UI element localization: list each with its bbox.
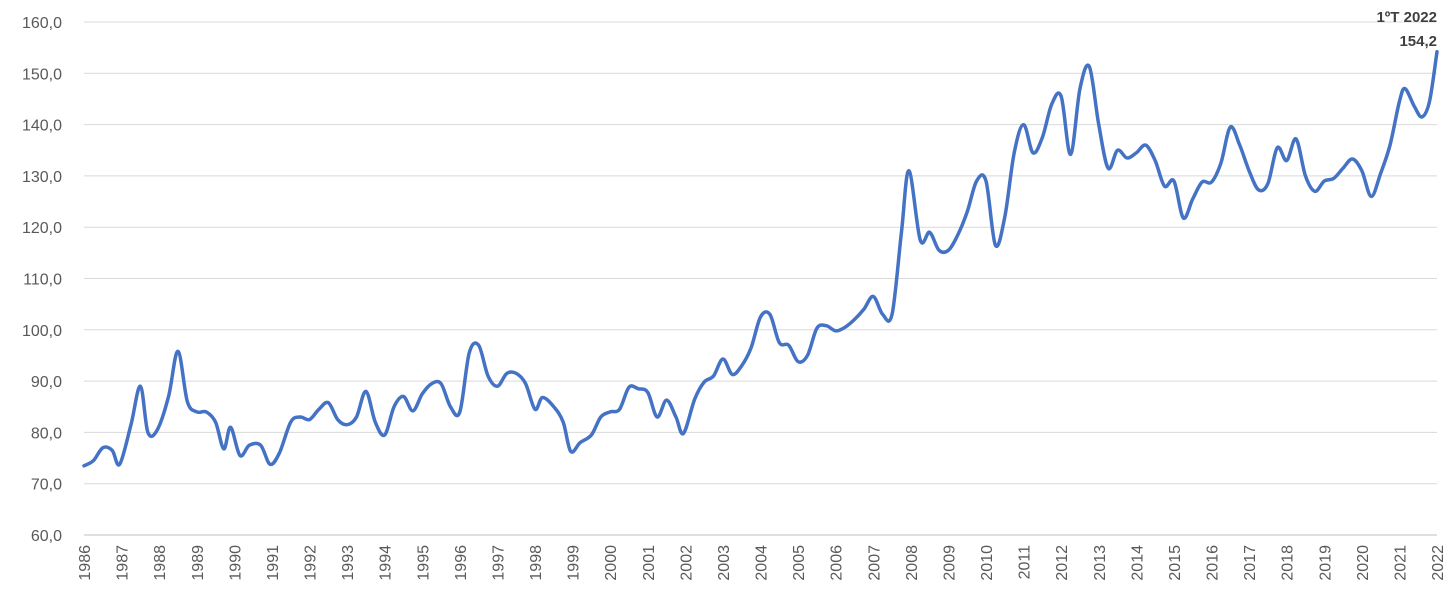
- y-tick-label: 110,0: [23, 272, 62, 289]
- x-tick-label: 2003: [716, 545, 733, 581]
- x-tick-label: 2021: [1392, 545, 1409, 581]
- x-axis-tick-labels: 1986 1987 1988 1989 1990 1991 1992 1993 1994 1995…: [77, 545, 1447, 581]
- x-tick-label: 1995: [415, 545, 432, 581]
- x-tick-label: 2007: [866, 545, 883, 581]
- series-line: [82, 50, 1439, 468]
- x-tick-label: 2000: [603, 545, 620, 581]
- y-tick-label: 60,0: [31, 528, 62, 545]
- series-layer: [82, 50, 1439, 468]
- gridlines: [84, 21, 1437, 536]
- x-tick-label: 1989: [190, 545, 207, 581]
- x-tick-label: 2022: [1430, 545, 1447, 581]
- x-tick-label: 2002: [678, 545, 695, 581]
- x-tick-label: 1996: [453, 545, 470, 581]
- y-tick-label: 130,0: [22, 169, 62, 186]
- y-axis-tick-labels: 60,0 70,0 80,0 90,0 100,0 110,0 120,0 130,0 140,…: [22, 15, 62, 545]
- x-tick-label: 1990: [227, 545, 244, 581]
- y-tick-label: 150,0: [22, 66, 62, 83]
- x-tick-label: 2009: [941, 545, 958, 581]
- x-tick-label: 2010: [979, 545, 996, 581]
- x-tick-label: 1997: [490, 545, 507, 581]
- x-tick-label: 2016: [1205, 545, 1222, 581]
- x-tick-label: 1994: [378, 545, 395, 581]
- annotation-layer: 1ºT 2022 154,2: [1376, 9, 1437, 50]
- x-tick-label: 2018: [1280, 545, 1297, 581]
- y-tick-label: 90,0: [31, 374, 62, 391]
- x-tick-label: 1987: [115, 545, 132, 581]
- y-tick-label: 140,0: [22, 118, 62, 135]
- x-tick-label: 1991: [265, 545, 282, 581]
- x-tick-label: 2004: [754, 545, 771, 581]
- x-tick-label: 2001: [641, 545, 658, 581]
- x-tick-label: 1999: [566, 545, 583, 581]
- x-tick-label: 2005: [791, 545, 808, 581]
- annotation-label-value: 154,2: [1399, 33, 1437, 50]
- x-tick-label: 2011: [1017, 545, 1034, 580]
- x-tick-label: 1986: [77, 545, 94, 581]
- x-tick-label: 1988: [152, 545, 169, 581]
- x-tick-label: 2006: [829, 545, 846, 581]
- x-tick-label: 2020: [1355, 545, 1372, 581]
- x-tick-label: 1992: [303, 545, 320, 581]
- x-tick-label: 2012: [1054, 545, 1071, 581]
- y-tick-label: 70,0: [31, 477, 62, 494]
- x-tick-label: 1993: [340, 545, 357, 581]
- y-tick-label: 80,0: [31, 425, 62, 442]
- x-tick-label: 2013: [1092, 545, 1109, 581]
- y-tick-label: 160,0: [22, 15, 62, 32]
- x-tick-label: 2008: [904, 545, 921, 581]
- x-tick-label: 2014: [1129, 545, 1146, 581]
- x-tick-label: 1998: [528, 545, 545, 581]
- x-tick-label: 2017: [1242, 545, 1259, 581]
- y-tick-label: 120,0: [22, 220, 62, 237]
- y-tick-label: 100,0: [22, 323, 62, 340]
- annotation-label-quarter: 1ºT 2022: [1376, 9, 1437, 26]
- x-tick-label: 2019: [1317, 545, 1334, 581]
- x-tick-label: 2015: [1167, 545, 1184, 581]
